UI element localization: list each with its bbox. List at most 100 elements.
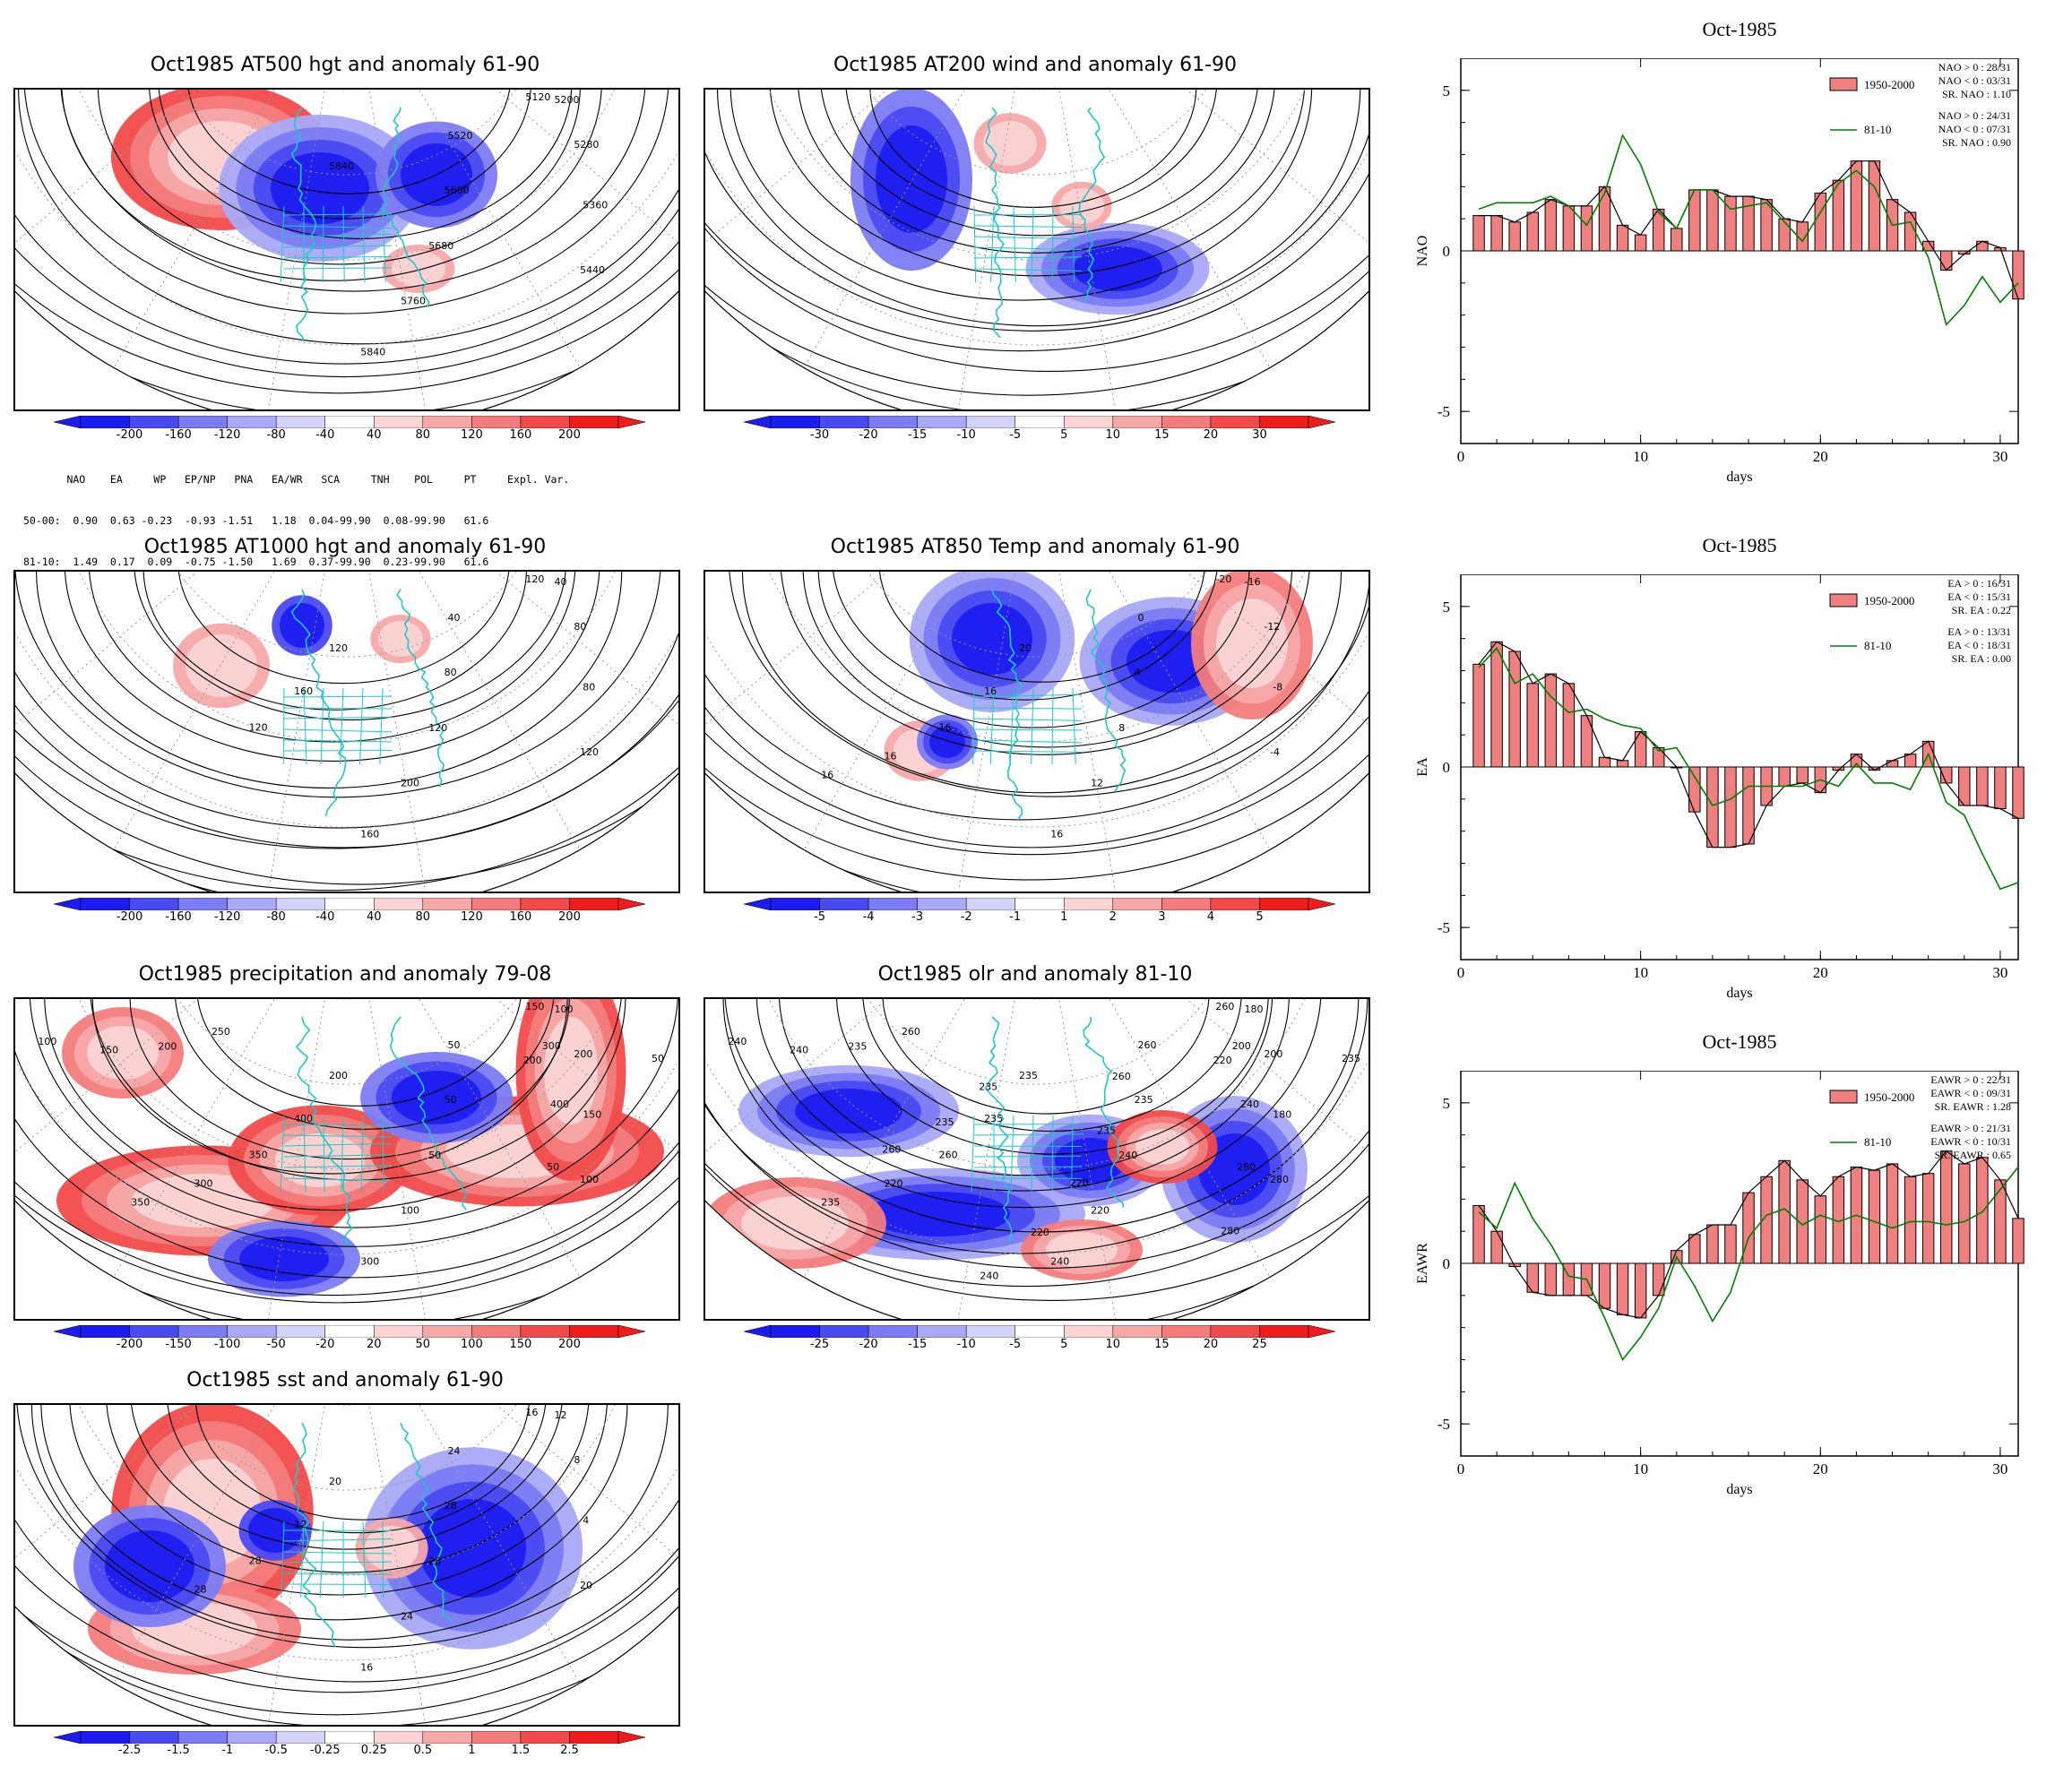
contour-label: 16	[984, 685, 997, 697]
contour-label: 24	[401, 1610, 413, 1622]
longitude-grid	[705, 999, 1038, 1174]
negative-anomaly-shading	[271, 152, 369, 224]
contour-line	[29, 999, 678, 1228]
colorbar-tick-label: -160	[165, 428, 192, 442]
state-boundary	[973, 1133, 1083, 1136]
bar-day-15	[1724, 1224, 1737, 1264]
colorbar-arrow-left	[53, 897, 82, 911]
contour-line	[705, 999, 1368, 1269]
contour-label: 220	[1070, 1177, 1089, 1189]
colorbar-segment	[422, 1324, 472, 1339]
legend-line-label: 81-10	[1864, 1135, 1891, 1149]
table-header: NAO EA WP EP/NP PNA EA/WR SCA TNH POL PT…	[23, 473, 570, 486]
contour-label: 100	[580, 1174, 599, 1185]
bar-day-29	[1976, 766, 1989, 806]
colorbar-tick-label: 3	[1158, 910, 1166, 924]
series-1950-2000-line	[1478, 1150, 2019, 1319]
bar-day-19	[1796, 766, 1809, 784]
contour-label: 80	[583, 682, 595, 694]
colorbar-arrow-left	[743, 415, 772, 429]
colorbar-segment	[819, 897, 869, 911]
positive-anomaly-shading	[983, 121, 1037, 166]
colorbar-tick-label: 5	[1060, 1338, 1068, 1351]
colorbar-arrow-left	[743, 1324, 772, 1339]
contour-label: 80	[445, 667, 457, 678]
map-svg: 5120 5200 5280 5360 5440 5520 5600 5680 5760 5840…	[15, 90, 678, 409]
contour-label: 28	[194, 1584, 206, 1596]
contour-label: 5360	[583, 200, 608, 211]
y-tick-label: -5	[1437, 919, 1450, 936]
contour-line	[797, 90, 1276, 254]
y-tick-label: -5	[1437, 403, 1450, 420]
state-boundary	[989, 687, 995, 765]
colorbar-segment	[80, 1730, 130, 1745]
state-boundary	[283, 255, 393, 259]
longitude-grid	[265, 90, 348, 409]
coastline-north-america	[295, 1016, 354, 1245]
bar-day-31	[2012, 250, 2025, 300]
contour-line	[705, 572, 1368, 821]
contour-line	[15, 90, 678, 365]
contour-label: 16	[1050, 829, 1063, 840]
contour-label: 235	[935, 1116, 954, 1128]
colorbar-tick-label: 1	[468, 1744, 476, 1757]
bar-day-9	[1616, 224, 1629, 252]
state-boundary	[973, 707, 1083, 710]
bar-day-14	[1706, 1224, 1719, 1264]
colorbar: -200 -150 -100 -50 -20 20 50 100 150 200	[53, 1324, 646, 1355]
contour-line	[15, 1405, 678, 1716]
colorbar-tick-label: 150	[509, 1338, 532, 1351]
map-panel-molr: Oct1985 olr and anomaly 81-10 260 180 200 18…	[704, 963, 1370, 1351]
contour-label: 240	[1240, 1098, 1259, 1110]
bar-day-6	[1562, 205, 1576, 252]
x-tick-label: 10	[1633, 448, 1648, 465]
state-boundary	[283, 1561, 393, 1564]
contour-label: 100	[555, 1004, 574, 1015]
series-1950-2000-line	[1478, 641, 2019, 849]
colorbar-svg	[53, 1730, 646, 1745]
series-81-10-line	[1478, 134, 2019, 327]
state-boundary	[283, 1529, 393, 1532]
x-tick-label: 0	[1457, 1460, 1465, 1478]
contour-line	[15, 572, 678, 849]
colorbar-segment	[374, 1730, 424, 1745]
positive-anomaly-shading	[741, 1196, 849, 1250]
colorbar-segment	[129, 415, 179, 429]
contour-line	[15, 999, 678, 1304]
contour-line	[105, 1405, 590, 1573]
contour-line	[705, 999, 1368, 1288]
contour-label: 120	[525, 573, 544, 585]
colorbar-segment	[1112, 1324, 1162, 1339]
legend-bar-stat: SR. EAWR : 1.28	[1935, 1100, 2011, 1113]
longitude-grid	[15, 90, 348, 264]
state-boundary	[971, 1115, 975, 1193]
colorbar-segment	[422, 897, 472, 911]
colorbar-segment	[520, 1730, 570, 1745]
state-boundary	[283, 1551, 393, 1555]
colorbar-tick-label: 15	[1154, 428, 1170, 442]
series-81-10-line	[1478, 647, 2019, 891]
state-boundary	[1013, 205, 1016, 283]
coastline-north-america	[984, 1016, 1013, 1245]
colorbar-tick-label: -80	[266, 428, 286, 442]
colorbar-arrow-right	[617, 1730, 646, 1745]
bar-day-29	[1976, 1157, 1989, 1264]
negative-anomaly-shading	[1073, 246, 1162, 291]
latitude-grid	[15, 999, 678, 1255]
contour-line	[91, 999, 568, 1175]
contour-label: 100	[401, 1204, 419, 1216]
legend-bar-stat: NAO < 0 : 03/31	[1938, 74, 2011, 87]
colorbar-segment	[569, 415, 619, 429]
x-tick-label: 20	[1813, 964, 1828, 981]
bar-day-22	[1850, 754, 1863, 768]
bar-day-5	[1544, 673, 1558, 768]
state-boundary	[283, 695, 393, 698]
state-boundary	[1072, 205, 1075, 283]
colorbar: -5 -4 -3 -2 -1 1 2 3 4 5	[743, 897, 1336, 927]
negative-anomaly-shading	[248, 1508, 302, 1553]
contour-label: 260	[902, 1026, 920, 1038]
colorbar-segment	[129, 1730, 179, 1745]
colorbar-svg	[743, 1324, 1336, 1339]
colorbar-arrow-right	[1308, 897, 1336, 911]
legend-bar-stat: EA < 0 : 15/31	[1947, 590, 2011, 603]
